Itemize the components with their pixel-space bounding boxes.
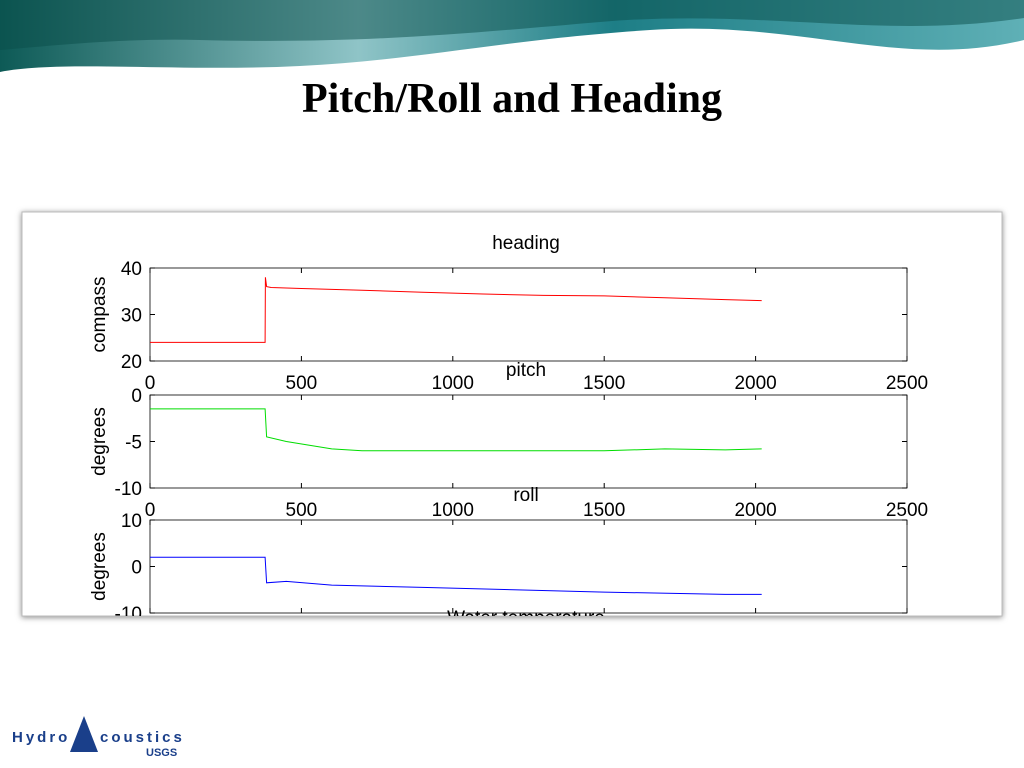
x-tick-label: 0 bbox=[145, 500, 156, 521]
y-tick-label: -10 bbox=[115, 479, 142, 500]
x-tick-label: 500 bbox=[286, 500, 318, 521]
y-axis-label: degrees bbox=[89, 407, 110, 476]
x-tick-label: 1000 bbox=[432, 373, 474, 394]
plot-title: heading bbox=[492, 233, 560, 254]
x-tick-label: 1500 bbox=[583, 373, 625, 394]
y-tick-label: -5 bbox=[125, 433, 142, 454]
logo-right: coustics bbox=[100, 729, 185, 746]
y-tick-label: 30 bbox=[121, 306, 142, 327]
partial-title: Water temperature bbox=[447, 608, 605, 629]
y-tick-label: 0 bbox=[131, 386, 142, 407]
x-tick-label: 2500 bbox=[886, 500, 928, 521]
data-line bbox=[150, 556, 762, 595]
plots: Water temperature heading compass 20 30 40 0 5… bbox=[89, 233, 928, 629]
chart-panel bbox=[21, 211, 1003, 617]
y-tick-label: 10 bbox=[121, 511, 142, 532]
y-tick-label: 40 bbox=[121, 259, 142, 280]
logo: Hydro coustics USGS bbox=[12, 716, 185, 759]
y-axis-label: degrees bbox=[89, 532, 110, 601]
y-tick-label: -10 bbox=[115, 604, 142, 625]
slide-title: Pitch/Roll and Heading bbox=[302, 76, 722, 122]
data-line bbox=[150, 277, 762, 343]
y-tick-label: 20 bbox=[121, 352, 142, 373]
x-tick-label: 2000 bbox=[734, 373, 776, 394]
plot-title: pitch bbox=[506, 360, 546, 381]
y-tick-label: 0 bbox=[131, 558, 142, 579]
logo-left: Hydro bbox=[12, 729, 70, 746]
y-axis-label: compass bbox=[89, 276, 110, 352]
x-tick-label: 2500 bbox=[886, 373, 928, 394]
x-tick-label: 2000 bbox=[734, 500, 776, 521]
logo-sub: USGS bbox=[146, 747, 177, 759]
logo-mark bbox=[70, 716, 98, 752]
x-tick-label: 1500 bbox=[583, 500, 625, 521]
x-tick-label: 1000 bbox=[432, 500, 474, 521]
x-tick-label: 0 bbox=[145, 373, 156, 394]
plot-title: roll bbox=[513, 485, 538, 506]
x-tick-label: 500 bbox=[286, 373, 318, 394]
data-line bbox=[150, 408, 762, 452]
header-wave-dark bbox=[0, 0, 1024, 50]
